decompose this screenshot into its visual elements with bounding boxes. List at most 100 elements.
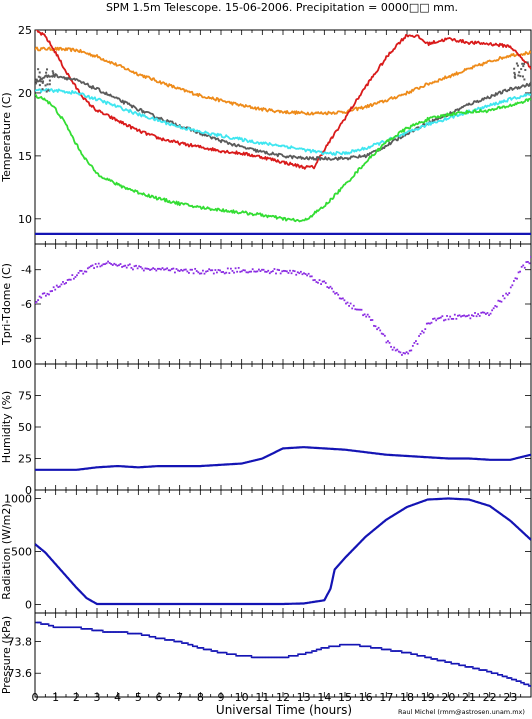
data-point [368, 645, 372, 648]
data-point [193, 645, 197, 648]
data-point [85, 628, 89, 630]
series-layer [35, 446, 531, 471]
data-point [303, 272, 305, 275]
data-point [100, 629, 104, 632]
data-point [425, 656, 429, 659]
data-point [345, 302, 347, 305]
data-point [404, 352, 406, 355]
data-point [103, 631, 107, 633]
data-point [349, 643, 353, 646]
data-point [295, 273, 298, 276]
data-point [224, 651, 228, 654]
data-point [285, 270, 288, 273]
data-point [45, 71, 48, 74]
data-point [292, 269, 295, 272]
series-layer [35, 497, 531, 606]
x-tick-label: 5 [135, 691, 142, 704]
data-point [414, 653, 418, 656]
data-point [442, 659, 446, 662]
data-point [93, 267, 95, 269]
data-point [116, 264, 119, 267]
y-tick-label: 100 [11, 358, 32, 371]
data-point [156, 267, 159, 270]
data-point [339, 643, 343, 646]
data-point [148, 635, 152, 638]
data-point [278, 269, 281, 272]
data-point [215, 650, 219, 652]
data-point [368, 315, 371, 318]
data-point [219, 269, 221, 272]
data-point [309, 651, 313, 654]
data-point [313, 279, 316, 281]
data-point [479, 669, 483, 671]
data-point [143, 634, 147, 636]
data-point [519, 270, 522, 273]
data-point [484, 669, 488, 671]
data-point [452, 317, 455, 320]
data-point [345, 643, 349, 646]
data-point [112, 631, 116, 633]
x-axis-label: Universal Time (hours) [216, 703, 352, 717]
data-point [397, 350, 400, 353]
data-point [74, 276, 77, 278]
x-tick-label: 10 [235, 691, 249, 704]
panel-frame [34, 243, 532, 365]
data-point [275, 272, 277, 275]
series-cyan-line [35, 88, 531, 156]
data-point [530, 255, 531, 258]
data-point [422, 331, 425, 334]
data-point [450, 317, 453, 320]
data-point [323, 647, 327, 649]
data-point [208, 268, 211, 271]
data-point [226, 653, 230, 656]
data-point [140, 634, 144, 636]
data-point [387, 648, 391, 651]
y-axis-label: Radiation (W/m2) [0, 503, 13, 599]
data-point [72, 277, 75, 280]
data-point [453, 313, 456, 316]
data-point [408, 651, 412, 654]
data-point [300, 653, 304, 656]
data-point [218, 651, 222, 654]
data-point [501, 675, 505, 678]
data-point [157, 637, 161, 640]
data-point [49, 624, 53, 627]
data-point [195, 270, 198, 272]
data-point [250, 270, 253, 273]
data-point [279, 272, 282, 275]
x-tick-label: 2 [73, 691, 80, 704]
data-point [236, 270, 239, 273]
data-point [121, 266, 123, 268]
data-point [71, 274, 74, 277]
data-point [147, 634, 151, 636]
data-point [311, 650, 315, 652]
data-point [192, 272, 195, 275]
data-point [64, 626, 68, 629]
data-point [478, 315, 481, 317]
data-point [100, 264, 103, 267]
data-point [526, 61, 529, 64]
data-point [337, 293, 340, 296]
data-point [286, 656, 290, 659]
data-point [312, 279, 315, 282]
data-point [370, 647, 374, 649]
data-point [260, 656, 264, 659]
data-point [346, 301, 349, 304]
data-point [220, 271, 223, 274]
data-point [413, 653, 417, 656]
y-tick-label: 0 [25, 599, 32, 612]
data-point [205, 648, 209, 651]
data-point [523, 62, 526, 65]
data-point [54, 288, 57, 291]
x-tick-label: 3 [94, 691, 101, 704]
data-point [335, 292, 338, 294]
data-point [362, 314, 364, 317]
data-point [52, 72, 55, 75]
data-point [94, 263, 97, 265]
data-point [238, 654, 242, 657]
data-point [39, 76, 42, 79]
data-point [174, 271, 176, 274]
data-point [198, 272, 201, 275]
data-point [133, 265, 136, 268]
data-point [198, 647, 202, 649]
